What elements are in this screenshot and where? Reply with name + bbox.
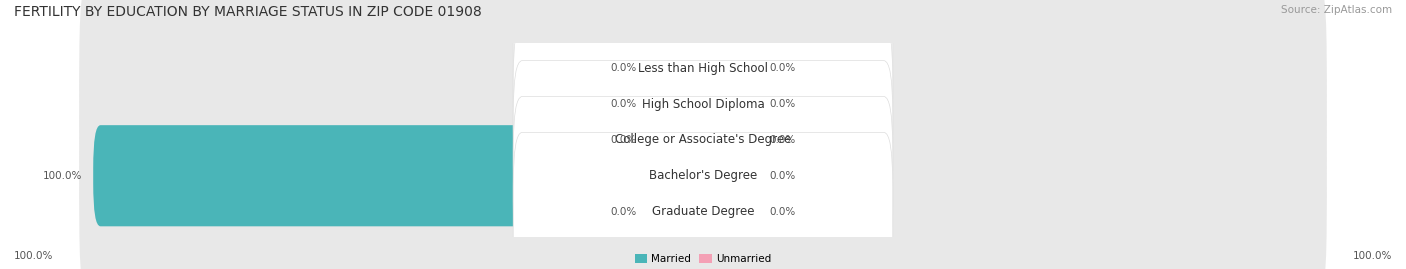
- FancyBboxPatch shape: [696, 54, 758, 155]
- FancyBboxPatch shape: [513, 61, 893, 219]
- FancyBboxPatch shape: [79, 1, 1327, 207]
- FancyBboxPatch shape: [79, 109, 1327, 269]
- FancyBboxPatch shape: [648, 161, 710, 262]
- FancyBboxPatch shape: [513, 0, 893, 147]
- Text: 0.0%: 0.0%: [610, 99, 637, 109]
- Text: 0.0%: 0.0%: [769, 135, 796, 145]
- Text: 100.0%: 100.0%: [14, 251, 53, 261]
- Text: High School Diploma: High School Diploma: [641, 98, 765, 111]
- Text: FERTILITY BY EDUCATION BY MARRIAGE STATUS IN ZIP CODE 01908: FERTILITY BY EDUCATION BY MARRIAGE STATU…: [14, 5, 482, 19]
- FancyBboxPatch shape: [648, 54, 710, 155]
- FancyBboxPatch shape: [696, 89, 758, 190]
- Text: Graduate Degree: Graduate Degree: [652, 205, 754, 218]
- Text: 0.0%: 0.0%: [769, 99, 796, 109]
- FancyBboxPatch shape: [79, 73, 1327, 269]
- FancyBboxPatch shape: [513, 132, 893, 269]
- FancyBboxPatch shape: [648, 89, 710, 190]
- FancyBboxPatch shape: [513, 25, 893, 183]
- FancyBboxPatch shape: [648, 17, 710, 119]
- FancyBboxPatch shape: [79, 37, 1327, 242]
- Text: 0.0%: 0.0%: [769, 63, 796, 73]
- FancyBboxPatch shape: [93, 125, 710, 226]
- Text: 100.0%: 100.0%: [1353, 251, 1392, 261]
- Text: 100.0%: 100.0%: [44, 171, 83, 181]
- Legend: Married, Unmarried: Married, Unmarried: [634, 254, 772, 264]
- Text: 0.0%: 0.0%: [769, 171, 796, 181]
- FancyBboxPatch shape: [696, 17, 758, 119]
- FancyBboxPatch shape: [696, 161, 758, 262]
- Text: 0.0%: 0.0%: [610, 207, 637, 217]
- Text: Source: ZipAtlas.com: Source: ZipAtlas.com: [1281, 5, 1392, 15]
- FancyBboxPatch shape: [513, 97, 893, 255]
- Text: 0.0%: 0.0%: [610, 63, 637, 73]
- Text: 0.0%: 0.0%: [610, 135, 637, 145]
- FancyBboxPatch shape: [79, 0, 1327, 171]
- Text: Less than High School: Less than High School: [638, 62, 768, 75]
- Text: College or Associate's Degree: College or Associate's Degree: [614, 133, 792, 146]
- FancyBboxPatch shape: [696, 125, 758, 226]
- Text: Bachelor's Degree: Bachelor's Degree: [650, 169, 756, 182]
- Text: 0.0%: 0.0%: [769, 207, 796, 217]
